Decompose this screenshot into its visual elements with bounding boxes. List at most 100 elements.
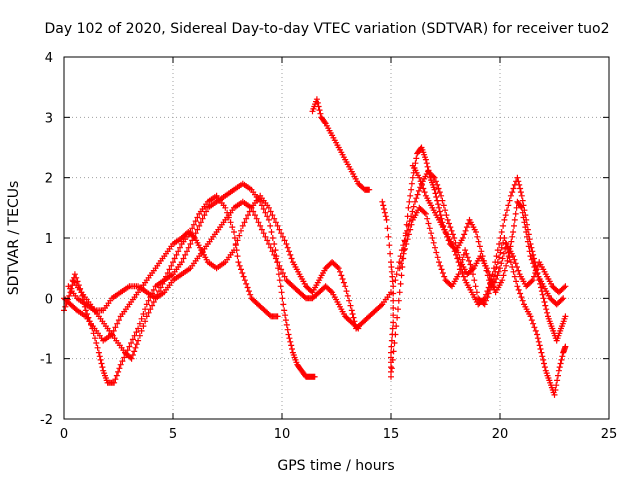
data-point — [509, 233, 516, 240]
data-point — [149, 302, 156, 309]
data-point — [552, 387, 559, 393]
data-point — [517, 290, 524, 297]
series-track-i — [409, 162, 569, 344]
data-point — [287, 251, 294, 258]
data-point — [171, 255, 178, 262]
data-point — [317, 110, 324, 117]
data-point — [355, 325, 362, 332]
data-point — [391, 340, 398, 346]
data-point — [489, 271, 496, 278]
data-point — [145, 297, 152, 304]
data-point — [129, 352, 136, 358]
data-point — [449, 241, 455, 247]
data-point — [450, 244, 457, 251]
data-point — [517, 189, 524, 196]
data-point — [456, 262, 463, 269]
x-tick-label: 25 — [601, 427, 618, 442]
data-point — [431, 174, 438, 181]
data-point — [512, 210, 519, 217]
data-point — [267, 244, 274, 251]
chart-title: Day 102 of 2020, Sidereal Day-to-day VTE… — [44, 21, 609, 37]
data-point — [112, 324, 119, 331]
data-point — [524, 226, 531, 233]
data-point — [528, 278, 535, 285]
data-point — [483, 291, 489, 298]
data-point — [434, 181, 441, 188]
data-point — [194, 214, 201, 221]
data-point — [403, 241, 410, 247]
data-point — [190, 221, 197, 228]
data-point — [271, 241, 278, 247]
data-point — [262, 233, 269, 240]
data-point — [233, 247, 240, 254]
data-point — [238, 266, 244, 273]
data-point — [267, 222, 274, 229]
data-point — [231, 235, 238, 241]
data-point — [476, 243, 483, 250]
data-point — [513, 204, 520, 211]
data-point — [386, 242, 393, 249]
data-point — [561, 284, 568, 291]
data-point — [170, 259, 176, 266]
data-point — [437, 262, 444, 269]
data-point — [268, 229, 275, 235]
data-point — [248, 204, 255, 211]
data-point — [439, 270, 446, 276]
data-point — [142, 318, 149, 325]
data-point — [534, 331, 541, 338]
data-point — [468, 265, 475, 272]
data-point — [387, 250, 394, 257]
data-point — [224, 209, 231, 216]
series-track-d — [69, 192, 281, 362]
data-point — [269, 248, 276, 255]
data-point — [276, 226, 283, 233]
data-point — [466, 257, 472, 264]
data-point — [335, 265, 342, 272]
data-point — [560, 295, 567, 302]
data-point — [499, 277, 506, 284]
data-point — [280, 301, 287, 308]
data-point — [524, 221, 530, 228]
data-point — [96, 353, 103, 360]
data-point — [557, 360, 564, 367]
data-point — [278, 266, 285, 273]
data-point — [562, 313, 569, 320]
data-point — [448, 227, 455, 234]
data-point — [432, 190, 439, 197]
x-tick-label: 10 — [274, 427, 291, 442]
data-point — [454, 255, 461, 262]
x-axis-label: GPS time / hours — [277, 458, 394, 474]
data-point — [400, 250, 407, 257]
data-point — [425, 220, 432, 227]
data-point — [423, 160, 430, 167]
data-point — [388, 343, 395, 350]
data-point — [178, 259, 185, 266]
data-point — [274, 259, 281, 266]
data-point — [514, 174, 521, 181]
data-point — [440, 202, 447, 209]
data-point — [511, 216, 518, 223]
data-point — [197, 219, 204, 226]
data-point — [285, 331, 292, 338]
data-point — [463, 224, 470, 231]
data-point — [97, 356, 104, 363]
data-point — [394, 314, 401, 321]
data-point — [227, 219, 234, 226]
data-point — [393, 271, 400, 278]
data-point — [417, 178, 424, 185]
data-point — [182, 251, 189, 258]
data-point — [434, 197, 441, 204]
data-point — [532, 327, 539, 334]
data-point — [492, 259, 499, 266]
data-point — [288, 255, 295, 262]
data-point — [436, 204, 442, 211]
data-point — [260, 230, 267, 237]
data-point — [538, 284, 544, 291]
data-point — [419, 181, 425, 188]
data-point — [518, 192, 525, 199]
data-point — [231, 229, 237, 235]
data-point — [150, 286, 157, 293]
x-tick-label: 0 — [60, 427, 68, 442]
data-point — [512, 260, 519, 267]
data-point — [128, 355, 135, 362]
